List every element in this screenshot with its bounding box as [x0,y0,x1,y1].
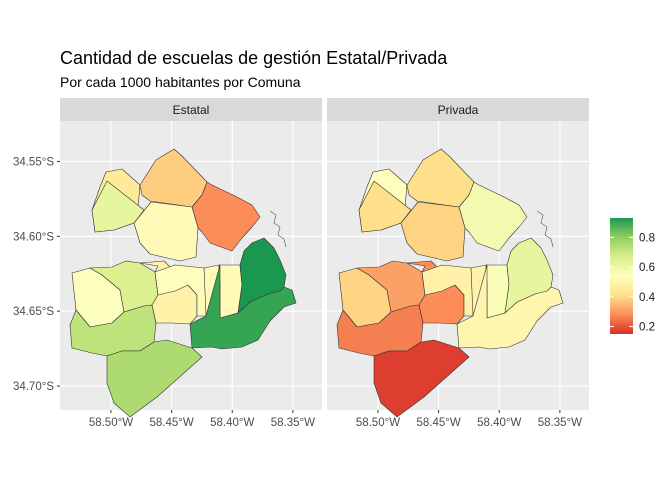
x-tick-label: 58.35°W [538,417,582,429]
facet-panel-privada: Privada [327,98,589,418]
legend: 0.2 0.4 0.6 0.8 [610,218,656,334]
x-tick-label: 58.50°W [356,417,400,429]
facet-strip-label: Estatal [173,103,210,117]
x-tick-label: 58.35°W [271,417,315,429]
legend-tick-label: 0.2 [639,322,655,334]
x-tick-label: 58.45°W [416,417,460,429]
comuna-2-region [458,181,528,252]
comuna-6-region [421,264,475,317]
axes: 58.50°W 58.45°W 58.40°W 58.35°W 58.50°W 58.45… [13,156,582,429]
legend-tick-label: 0.4 [639,292,656,304]
y-tick-label: 34.55°S [13,156,54,168]
comuna-1-region [504,237,554,314]
facet-strip [327,98,589,121]
x-tick-label: 58.40°W [477,417,521,429]
comuna-8-region [373,339,470,418]
coastline [269,210,287,248]
legend-tick-label: 0.8 [639,232,655,244]
chart-title: Cantidad de escuelas de gestión Estatal/… [60,48,448,68]
comuna-15-region [400,201,466,262]
comuna-1-region [237,237,287,314]
facet-strip-label: Privada [438,103,479,117]
comuna-6-region [154,264,208,317]
chart-subtitle: Por cada 1000 habitantes por Comuna [60,74,301,90]
x-tick-label: 58.50°W [89,417,133,429]
legend-tick-label: 0.6 [639,262,655,274]
comuna-2-region [191,181,261,252]
legend-colorbar [610,218,633,334]
comuna-15-region [133,201,199,262]
facet-panel-estatal: Estatal [60,98,322,418]
y-tick-label: 34.65°S [13,306,54,318]
facet-strip [60,98,322,121]
comuna-12-region [358,180,412,233]
comuna-12-region [91,180,145,233]
x-tick-label: 58.45°W [149,417,193,429]
coastline [536,210,554,248]
y-tick-label: 34.70°S [13,381,54,393]
comuna-8-region [106,339,203,418]
x-tick-label: 58.40°W [210,417,254,429]
y-tick-label: 34.60°S [13,231,54,243]
